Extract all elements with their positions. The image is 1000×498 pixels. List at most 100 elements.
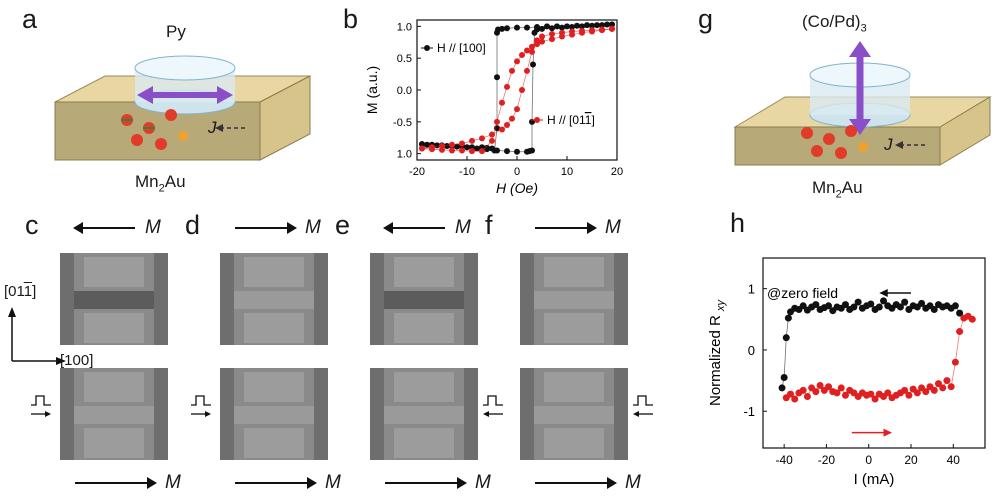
py-label: Py (166, 22, 186, 41)
data-point (609, 21, 615, 28)
m-label: M (165, 472, 181, 493)
m-label: M (305, 217, 321, 238)
data-point (454, 143, 460, 150)
rxy-chart: -40 -20 0 20 40 1 0 -1 I (mA) Normalized R xy @zer… (707, 257, 986, 488)
data-point (951, 358, 959, 366)
arrow-icon (535, 222, 597, 234)
data-point (930, 386, 938, 394)
data-point (564, 23, 570, 30)
data-point (559, 24, 565, 31)
sem-left-pad (520, 368, 534, 460)
sem-left-pad (60, 368, 74, 460)
pulse-arrowhead (45, 411, 51, 417)
data-point (780, 374, 788, 382)
sem-horizontal-bar (520, 291, 628, 309)
data-point (429, 144, 435, 151)
data-point (514, 148, 520, 155)
panel-letter-d: d (185, 210, 201, 240)
sem-left-pad (370, 253, 384, 345)
pulse-shape (633, 395, 653, 406)
data-point (499, 126, 505, 133)
data-point (504, 148, 510, 155)
axes-arrows (8, 307, 66, 365)
data-point (951, 302, 959, 310)
sem-top-block (84, 372, 144, 402)
panel-letter-b: b (343, 4, 359, 34)
data-point (539, 33, 545, 40)
data-point (449, 147, 455, 154)
y-tick-label: 0.0 (397, 85, 412, 97)
m-label: M (605, 217, 621, 238)
sem-horizontal-bar (60, 291, 168, 309)
bottom-magnetization-arrow: M (235, 472, 341, 494)
data-point (549, 25, 555, 32)
data-point (499, 99, 505, 106)
y-tick-label: -1 (743, 404, 755, 419)
data-point (791, 395, 799, 403)
top-magnetization-arrow: M (535, 217, 621, 239)
x-tick-label: -10 (459, 166, 475, 178)
m-label: M (455, 217, 471, 238)
y-axis-label-sub: xy (715, 298, 727, 312)
data-point (419, 145, 425, 152)
x-tick-label: 0 (865, 453, 872, 467)
x-tick-label: 40 (947, 453, 961, 467)
data-point (825, 302, 833, 310)
data-point (489, 137, 495, 144)
x-tick-label: 0 (514, 166, 520, 178)
data-point (459, 140, 465, 147)
sem-right-pad (314, 253, 328, 345)
sem-right-pad (614, 368, 628, 460)
m-label: M (625, 472, 641, 493)
zero-field-annotation: @zero field (767, 285, 838, 301)
data-point (816, 381, 824, 389)
mn2au-label-a: Mn2Au (135, 172, 186, 195)
top-magnetization-arrow: M (73, 217, 161, 239)
data-point (459, 147, 465, 154)
data-point (786, 390, 794, 398)
top-magnetization-arrow: M (235, 217, 321, 239)
data-point (509, 67, 515, 74)
sem-horizontal-bar (60, 406, 168, 424)
copd-label: (Co/Pd)3 (802, 12, 867, 35)
sem-bottom-block (84, 313, 144, 343)
sem-horizontal-bar (220, 291, 328, 309)
data-point (884, 389, 892, 397)
data-point (901, 386, 909, 394)
sem-left-pad (520, 253, 534, 345)
x-tick-label: 10 (561, 166, 573, 178)
data-point (934, 380, 942, 388)
arrow-icon (73, 222, 135, 234)
data-point (589, 27, 595, 34)
arrow-icon (535, 477, 617, 489)
data-point (549, 36, 555, 43)
data-point (530, 61, 536, 68)
y-tick-label: 0 (748, 343, 755, 358)
data-point (871, 395, 879, 403)
sem-bottom-block (244, 313, 304, 343)
data-point (905, 391, 913, 399)
data-point (599, 26, 605, 33)
data-point (599, 22, 605, 29)
data-point (559, 29, 565, 36)
arrow-icon (235, 477, 317, 489)
sem-right-pad (464, 253, 478, 345)
sem-bottom-block (544, 313, 604, 343)
x-tick-label: -20 (409, 166, 425, 178)
data-point (569, 28, 575, 35)
data-point (584, 22, 590, 29)
data-point (782, 334, 790, 342)
sem-top-block (244, 257, 304, 287)
sem-left-pad (60, 253, 74, 345)
data-point (464, 144, 470, 151)
device-schematic-a (54, 55, 311, 161)
sem-horizontal-bar (370, 291, 478, 309)
data-point (499, 25, 505, 32)
sem-top-block (544, 372, 604, 402)
data-point (489, 131, 495, 138)
pulse-icon (633, 395, 653, 417)
sweep-up-arrowhead (883, 428, 892, 437)
y-tick-label: 0.5 (397, 53, 412, 65)
data-point (589, 22, 595, 29)
sem-image (60, 368, 168, 460)
